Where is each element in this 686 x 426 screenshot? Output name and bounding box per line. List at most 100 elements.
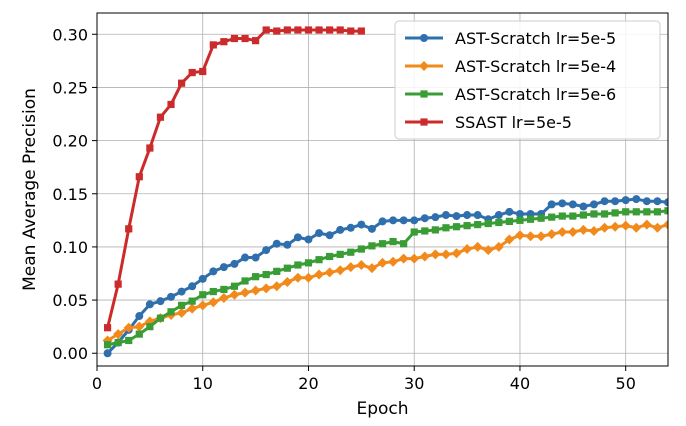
legend: AST-Scratch lr=5e-5 AST-Scratch lr=5e-4 AS… [394,20,661,140]
data-point [293,233,302,242]
data-point [473,211,482,220]
data-point [303,272,314,283]
data-point [463,222,471,230]
data-point [664,207,668,215]
data-point [187,303,198,314]
data-point [567,227,578,238]
data-point [146,323,154,331]
data-point [462,244,473,255]
data-point [525,231,536,242]
data-point [421,227,429,235]
data-point [114,280,122,288]
data-point [431,226,439,234]
data-point [442,224,450,232]
data-point [123,322,134,333]
data-point [114,339,122,347]
data-point [611,197,620,206]
series-layer [102,26,668,358]
data-point [283,240,292,249]
data-point [325,231,334,240]
data-point [188,68,196,77]
x-tick-label: 40 [510,374,530,393]
data-point [167,292,176,301]
x-axis-title: Epoch [356,399,408,419]
data-point [345,262,356,273]
data-point [579,202,588,211]
data-point [653,208,662,216]
data-point [336,26,344,34]
data-point [125,225,133,233]
legend-label: SSAST lr=5e-5 [455,113,572,132]
data-point [483,245,494,256]
data-point [494,211,503,220]
data-point [335,265,346,276]
data-point [113,329,124,340]
data-point [548,213,556,221]
data-point [241,277,249,285]
data-point [209,41,217,49]
legend-entry: AST-Scratch lr=5e-5 [405,29,616,48]
y-axis-title: Mean Average Precision [20,88,40,291]
data-point [103,341,112,349]
data-point [515,209,524,218]
data-point [451,248,462,259]
data-point [146,144,154,152]
data-point [588,225,599,236]
data-point [177,287,186,296]
data-point [283,26,291,34]
data-point [103,349,112,358]
data-point [197,300,208,311]
data-point [219,263,228,272]
data-point [378,217,387,226]
legend-swatch-marker [420,90,428,98]
data-point [410,228,418,236]
series-4 [103,26,365,332]
series-1 [103,195,668,358]
data-point [516,216,524,224]
legend-entry: SSAST lr=5e-5 [405,113,572,132]
data-point [367,224,376,233]
data-point [611,209,619,217]
data-point [177,301,186,309]
data-point [220,285,228,294]
data-point [357,220,366,229]
data-point [357,245,365,253]
data-point [514,230,525,241]
data-point [251,253,260,262]
legend-label: AST-Scratch lr=5e-6 [455,85,616,104]
data-point [389,237,397,246]
data-point [599,222,610,233]
data-point [292,272,303,283]
data-point [537,214,545,222]
data-point [419,251,430,262]
data-point [653,197,662,206]
data-point [304,26,313,34]
data-point [452,212,461,221]
legend-label: AST-Scratch lr=5e-5 [455,29,616,48]
data-point [209,287,217,296]
data-point [283,264,291,272]
data-point [484,219,492,228]
data-point [324,267,335,278]
data-point [578,224,589,235]
legend-swatch-marker [420,118,428,126]
data-point [452,223,461,231]
data-point [304,259,313,267]
data-point [199,291,207,299]
data-point [347,248,355,256]
legend-entry: AST-Scratch lr=5e-4 [405,57,616,76]
data-point [431,213,440,222]
data-point [199,67,207,76]
data-point [558,212,566,220]
data-point [336,250,344,258]
data-point [546,229,557,240]
data-point [218,292,229,303]
data-point [495,218,503,227]
data-point [622,208,630,216]
data-point [167,100,175,109]
data-point [156,314,165,322]
data-point [282,277,293,288]
data-point [356,259,367,270]
data-point [547,200,556,209]
